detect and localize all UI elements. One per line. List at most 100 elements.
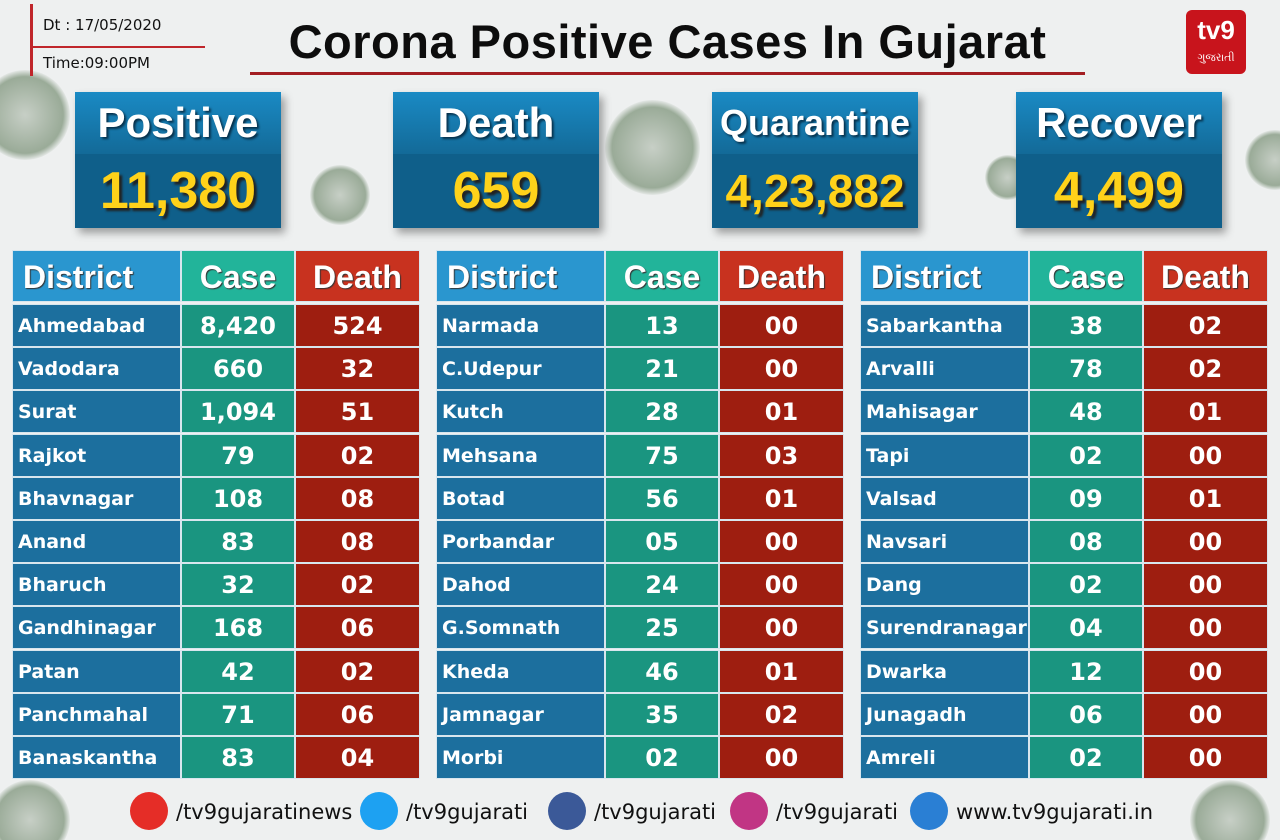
case-count: 25 — [605, 606, 719, 650]
column-header: Death — [719, 250, 844, 302]
case-count: 13 — [605, 304, 719, 347]
title-rule — [250, 72, 1085, 75]
district-name: Narmada — [436, 304, 605, 347]
logo-text: tv9 — [1197, 15, 1235, 45]
case-count: 83 — [181, 520, 295, 563]
date-box: Dt : 17/05/2020 Time:09:00PM — [30, 4, 205, 76]
stat-value: 4,499 — [1053, 162, 1185, 220]
case-count: 32 — [181, 563, 295, 607]
district-name: Dwarka — [860, 649, 1029, 693]
column-header: District — [860, 250, 1029, 302]
stat-card: Quarantine 4,23,882 — [712, 92, 918, 228]
death-count: 00 — [1143, 606, 1268, 650]
district-name: Surat — [12, 390, 181, 434]
death-count: 00 — [719, 606, 844, 650]
case-count: 1,094 — [181, 390, 295, 434]
district-name: Dahod — [436, 563, 605, 607]
social-icon — [730, 792, 768, 830]
case-count: 28 — [605, 390, 719, 434]
district-name: Bhavnagar — [12, 476, 181, 520]
stat-label: Recover — [1016, 92, 1222, 154]
death-count: 02 — [1143, 347, 1268, 391]
district-name: C.Udepur — [436, 347, 605, 391]
stat-card: Death 659 — [393, 92, 599, 228]
district-name: Mahisagar — [860, 390, 1029, 434]
district-name: Mehsana — [436, 433, 605, 477]
death-count: 00 — [719, 304, 844, 347]
district-name: Kheda — [436, 649, 605, 693]
case-count: 24 — [605, 563, 719, 607]
death-count: 08 — [295, 476, 420, 520]
death-count: 32 — [295, 347, 420, 391]
social-link: /tv9gujarati — [594, 800, 717, 824]
social-icon — [360, 792, 398, 830]
death-count: 01 — [1143, 476, 1268, 520]
virus-decoration — [0, 70, 70, 160]
stat-label: Quarantine — [712, 92, 918, 154]
case-count: 83 — [181, 736, 295, 779]
district-name: Banaskantha — [12, 736, 181, 779]
death-count: 00 — [719, 347, 844, 391]
case-count: 79 — [181, 433, 295, 477]
district-name: Anand — [12, 520, 181, 563]
death-count: 00 — [1143, 433, 1268, 477]
case-count: 04 — [1029, 606, 1143, 650]
case-count: 38 — [1029, 304, 1143, 347]
stat-card: Positive 11,380 — [75, 92, 281, 228]
case-count: 09 — [1029, 476, 1143, 520]
district-name: Kutch — [436, 390, 605, 434]
column-header: District — [436, 250, 605, 302]
social-link: /tv9gujaratinews — [176, 800, 353, 824]
stat-value: 4,23,882 — [725, 165, 905, 217]
social-icon — [130, 792, 168, 830]
district-name: Porbandar — [436, 520, 605, 563]
district-name: Patan — [12, 649, 181, 693]
column-header: Case — [1029, 250, 1143, 302]
case-count: 02 — [1029, 736, 1143, 779]
stat-label: Positive — [75, 92, 281, 154]
district-name: Arvalli — [860, 347, 1029, 391]
district-name: Ahmedabad — [12, 304, 181, 347]
district-name: Tapi — [860, 433, 1029, 477]
virus-decoration — [605, 100, 700, 195]
death-count: 51 — [295, 390, 420, 434]
column-header: Death — [1143, 250, 1268, 302]
date: Dt : 17/05/2020 — [43, 16, 162, 34]
death-count: 02 — [295, 649, 420, 693]
case-count: 35 — [605, 692, 719, 736]
death-count: 08 — [295, 520, 420, 563]
district-name: Dang — [860, 563, 1029, 607]
case-count: 78 — [1029, 347, 1143, 391]
death-count: 01 — [719, 390, 844, 434]
social-icon — [910, 792, 948, 830]
district-name: Panchmahal — [12, 692, 181, 736]
district-name: G.Somnath — [436, 606, 605, 650]
case-count: 05 — [605, 520, 719, 563]
death-count: 02 — [1143, 304, 1268, 347]
death-count: 02 — [295, 563, 420, 607]
death-count: 00 — [719, 520, 844, 563]
district-name: Jamnagar — [436, 692, 605, 736]
case-count: 02 — [1029, 563, 1143, 607]
case-count: 42 — [181, 649, 295, 693]
district-name: Junagadh — [860, 692, 1029, 736]
column-header: Case — [181, 250, 295, 302]
stat-label: Death — [393, 92, 599, 154]
death-count: 06 — [295, 606, 420, 650]
district-name: Surendranagar — [860, 606, 1029, 650]
social-link: www.tv9gujarati.in — [956, 800, 1154, 824]
social-link: /tv9gujarati — [776, 800, 899, 824]
title: Corona Positive Cases In Gujarat — [288, 15, 1047, 68]
case-count: 21 — [605, 347, 719, 391]
death-count: 01 — [719, 649, 844, 693]
logo-subtext: ગુજરાતી — [1197, 51, 1235, 64]
divider — [33, 46, 205, 48]
virus-decoration — [1245, 130, 1280, 190]
district-name: Bharuch — [12, 563, 181, 607]
case-count: 08 — [1029, 520, 1143, 563]
death-count: 01 — [719, 476, 844, 520]
case-count: 75 — [605, 433, 719, 477]
district-name: Gandhinagar — [12, 606, 181, 650]
case-count: 06 — [1029, 692, 1143, 736]
